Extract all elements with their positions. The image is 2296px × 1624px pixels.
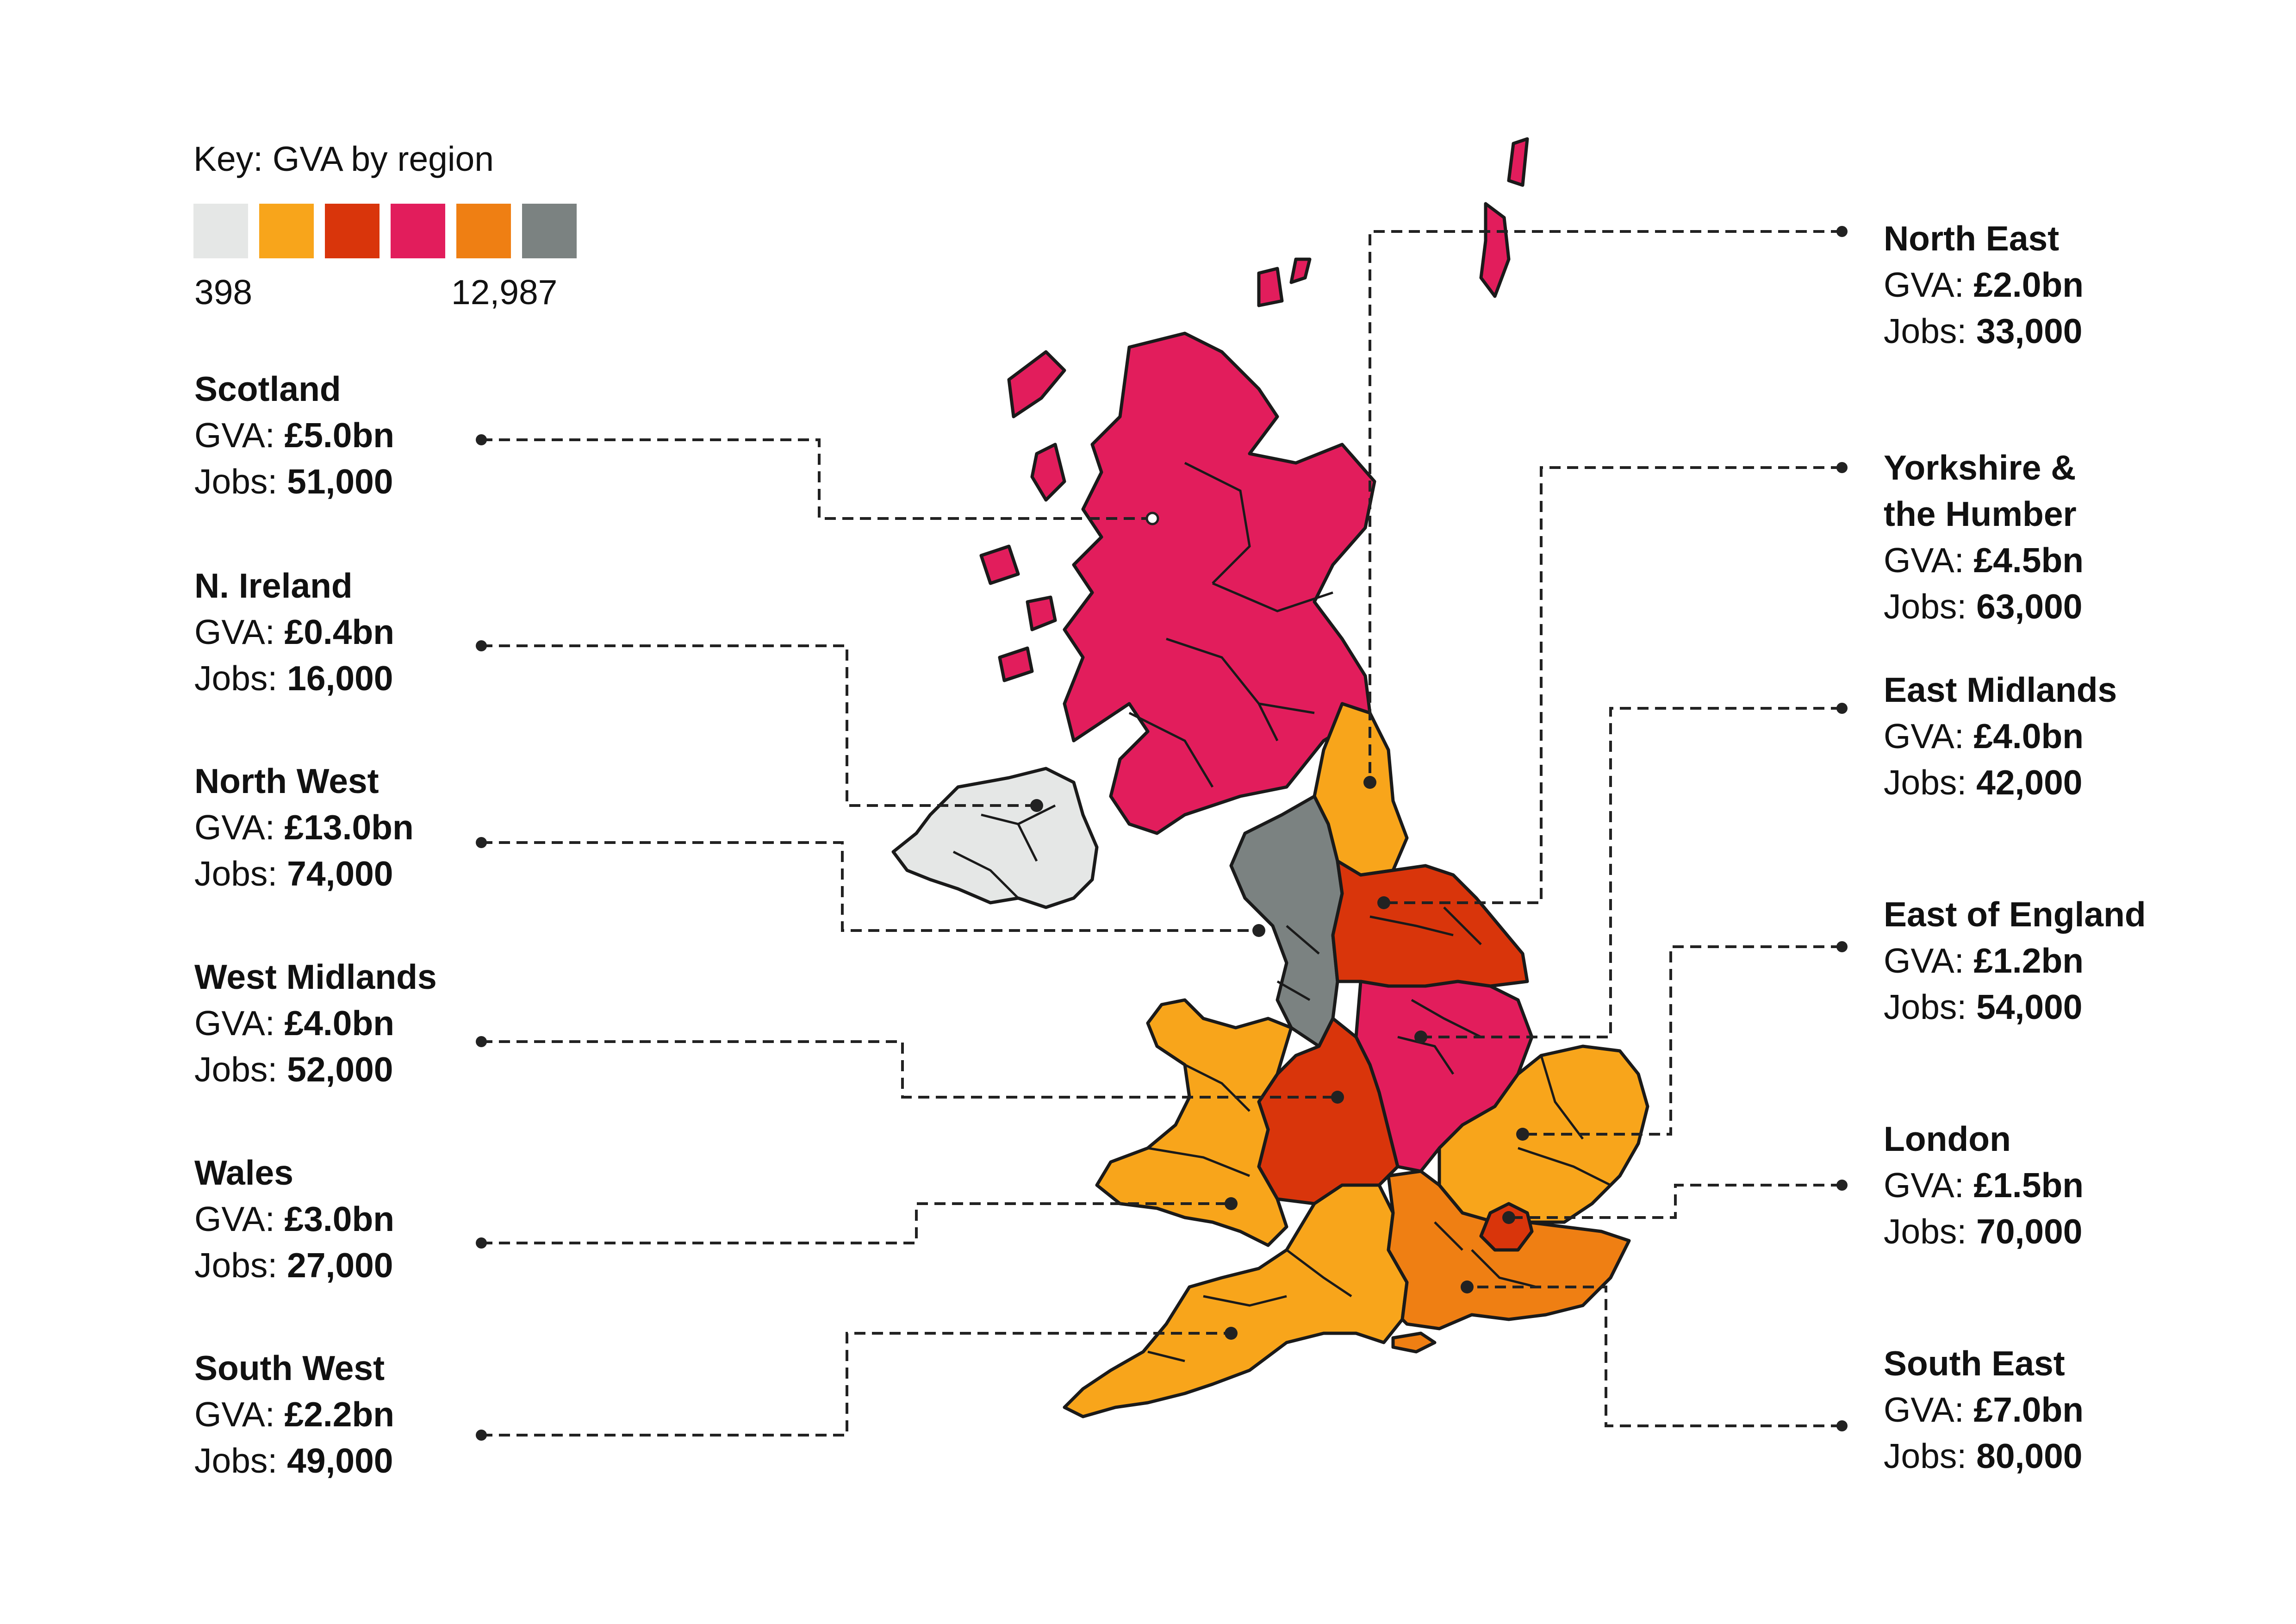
- county-boundaries: [952, 462, 1612, 1362]
- key-swatch-5: [456, 204, 511, 258]
- label-scotland: Scotland GVA: £5.0bn Jobs: 51,000: [194, 366, 546, 505]
- label-scotland-name: Scotland: [194, 369, 341, 408]
- key-min-label: 398: [194, 273, 253, 312]
- label-east-midlands-jobs: Jobs: 42,000: [1884, 763, 2083, 802]
- region-scotland: [1063, 331, 1376, 835]
- label-yorkshire-jobs: Jobs: 63,000: [1884, 587, 2083, 626]
- label-south-west-name: South West: [194, 1349, 385, 1387]
- label-yorkshire-name-1: Yorkshire &: [1884, 448, 2076, 487]
- region-yorkshire: [1331, 859, 1529, 988]
- label-east-midlands-name: East Midlands: [1884, 670, 2117, 709]
- label-west-midlands-gva: GVA: £4.0bn: [194, 1004, 395, 1043]
- label-wales: Wales GVA: £3.0bn Jobs: 27,000: [194, 1149, 546, 1288]
- label-north-west: North West GVA: £13.0bn Jobs: 74,000: [194, 758, 546, 897]
- label-london-gva: GVA: £1.5bn: [1884, 1166, 2084, 1205]
- label-east-midlands: East Midlands GVA: £4.0bn Jobs: 42,000: [1884, 667, 2235, 806]
- label-east-of-england-jobs: Jobs: 54,000: [1884, 987, 2083, 1026]
- label-wales-name: Wales: [194, 1153, 293, 1192]
- label-east-of-england-gva: GVA: £1.2bn: [1884, 941, 2084, 980]
- label-yorkshire: Yorkshire & the Humber GVA: £4.5bn Jobs:…: [1884, 444, 2235, 630]
- label-south-east-name: South East: [1884, 1344, 2065, 1383]
- key-swatch-4: [391, 204, 445, 258]
- label-north-west-jobs: Jobs: 74,000: [194, 854, 393, 893]
- label-south-east-gva: GVA: £7.0bn: [1884, 1390, 2084, 1429]
- leader-dots: [476, 226, 1848, 1441]
- label-london-name: London: [1884, 1119, 2011, 1158]
- label-yorkshire-gva: GVA: £4.5bn: [1884, 541, 2084, 580]
- label-south-west-jobs: Jobs: 49,000: [194, 1441, 393, 1480]
- key-max-label: 12,987: [451, 273, 558, 312]
- label-west-midlands-jobs: Jobs: 52,000: [194, 1050, 393, 1089]
- key-swatch-3: [325, 204, 380, 258]
- region-south-east-isle: [1391, 1331, 1437, 1354]
- key-swatch-6: [522, 204, 577, 258]
- label-south-west: South West GVA: £2.2bn Jobs: 49,000: [194, 1345, 546, 1484]
- label-wales-gva: GVA: £3.0bn: [194, 1199, 395, 1238]
- label-south-east: South East GVA: £7.0bn Jobs: 80,000: [1884, 1340, 2235, 1479]
- label-north-east-name: North East: [1884, 219, 2060, 258]
- label-scotland-jobs: Jobs: 51,000: [194, 462, 393, 501]
- label-n-ireland: N. Ireland GVA: £0.4bn Jobs: 16,000: [194, 562, 546, 701]
- key-swatch-2: [259, 204, 314, 258]
- label-west-midlands-name: West Midlands: [194, 957, 437, 996]
- label-south-west-gva: GVA: £2.2bn: [194, 1395, 395, 1434]
- label-north-east: North East GVA: £2.0bn Jobs: 33,000: [1884, 215, 2235, 354]
- region-wales: [1095, 998, 1293, 1247]
- label-london-jobs: Jobs: 70,000: [1884, 1212, 2083, 1251]
- region-london: [1479, 1202, 1534, 1252]
- region-scotland-islands: [979, 137, 1529, 682]
- key-title: Key: GVA by region: [193, 139, 494, 178]
- label-north-east-jobs: Jobs: 33,000: [1884, 312, 2083, 350]
- label-n-ireland-gva: GVA: £0.4bn: [194, 612, 395, 651]
- region-north-west: [1229, 794, 1344, 1048]
- label-north-east-gva: GVA: £2.0bn: [1884, 265, 2084, 304]
- region-n-ireland: [891, 767, 1099, 909]
- label-south-east-jobs: Jobs: 80,000: [1884, 1437, 2083, 1475]
- label-london: London GVA: £1.5bn Jobs: 70,000: [1884, 1116, 2235, 1255]
- label-east-midlands-gva: GVA: £4.0bn: [1884, 717, 2084, 756]
- key-swatch-1: [193, 204, 248, 258]
- label-scotland-gva: GVA: £5.0bn: [194, 416, 395, 455]
- leader-lines: [481, 230, 1842, 1437]
- label-n-ireland-jobs: Jobs: 16,000: [194, 659, 393, 698]
- label-wales-jobs: Jobs: 27,000: [194, 1246, 393, 1285]
- label-north-west-gva: GVA: £13.0bn: [194, 808, 414, 847]
- label-east-of-england-name: East of England: [1884, 895, 2146, 934]
- label-west-midlands: West Midlands GVA: £4.0bn Jobs: 52,000: [194, 954, 546, 1093]
- label-n-ireland-name: N. Ireland: [194, 566, 353, 605]
- label-yorkshire-name-2: the Humber: [1884, 494, 2077, 533]
- label-north-west-name: North West: [194, 762, 379, 800]
- label-east-of-england: East of England GVA: £1.2bn Jobs: 54,000: [1884, 891, 2235, 1030]
